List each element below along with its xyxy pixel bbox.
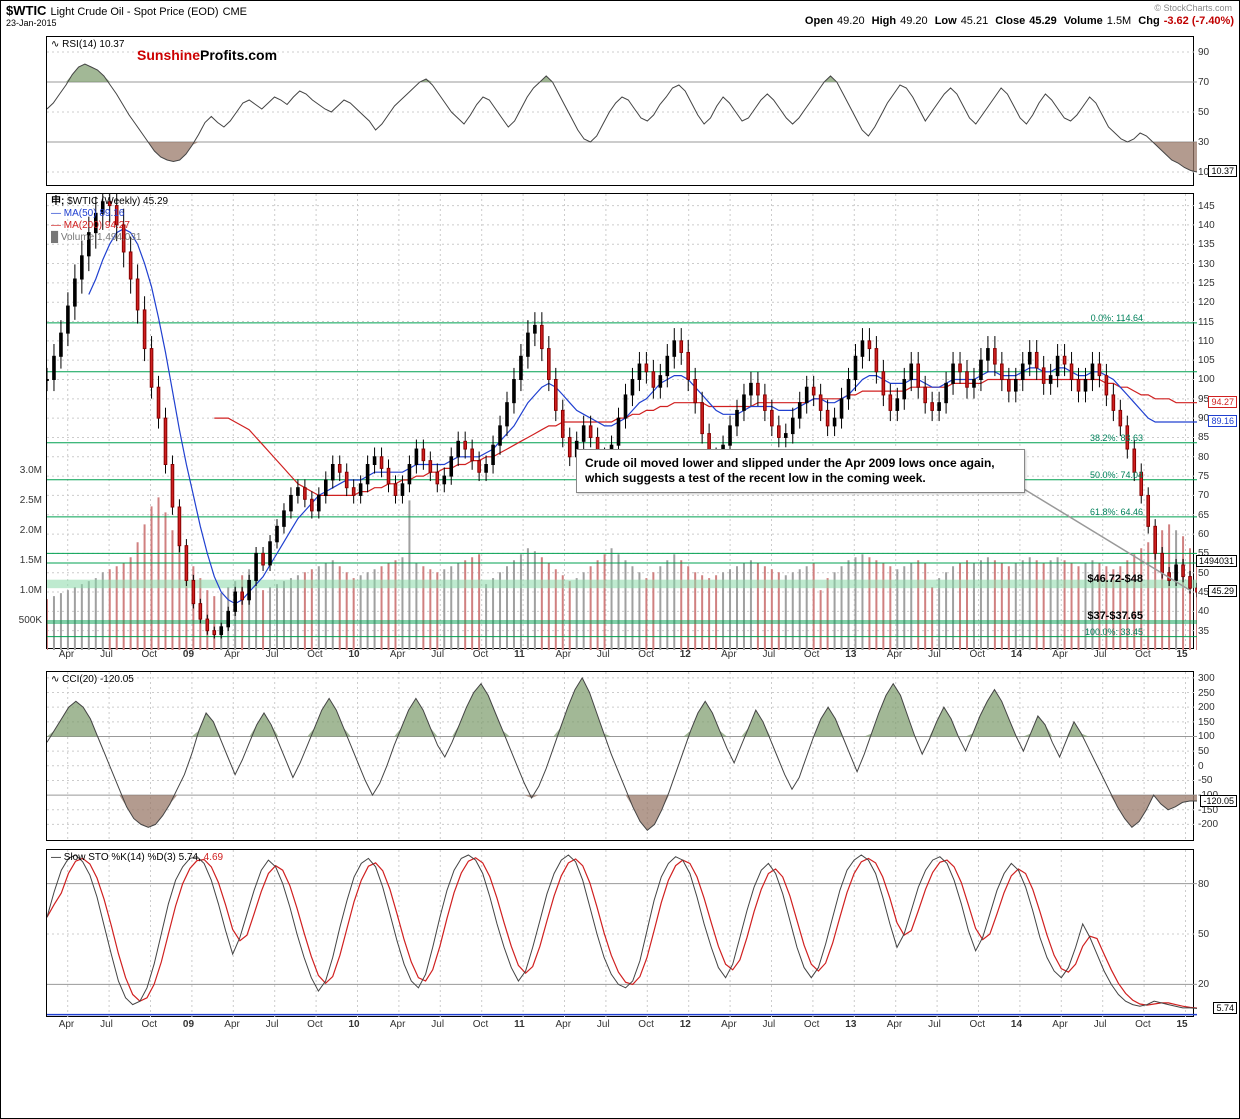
ohlc-bar: Open49.20 High49.20 Low45.21 Close45.29 … <box>801 15 1234 27</box>
symbol-name: Light Crude Oil - Spot Price (EOD) <box>50 6 218 18</box>
exchange: CME <box>223 6 247 18</box>
price-panel: 1451401351301251201151101051009590858075… <box>46 193 1194 649</box>
sto-panel: 805020— Slow STO %K(14) %D(3) 5.74, 4.69… <box>46 849 1194 1017</box>
xaxis-lower: AprJulOct09AprJulOct10AprJulOct11AprJulO… <box>46 1019 1196 1033</box>
cci-panel: 300250200150100500-50-100-150-200∿ CCI(2… <box>46 671 1194 841</box>
source-credit: © StockCharts.com <box>1154 3 1232 13</box>
annotation-note: Crude oil moved lower and slipped under … <box>576 449 1025 493</box>
stock-chart: $WTIC Light Crude Oil - Spot Price (EOD)… <box>0 0 1240 1119</box>
rsi-panel: 9070503010∿ RSI(14) 10.37SunshineProfits… <box>46 36 1194 186</box>
symbol: $WTIC <box>6 3 46 18</box>
xaxis-upper: AprJulOct09AprJulOct10AprJulOct11AprJulO… <box>46 649 1196 663</box>
price-legend: 申; $WTIC (Weekly) 45.29— MA(50) 89.16— … <box>51 196 168 244</box>
